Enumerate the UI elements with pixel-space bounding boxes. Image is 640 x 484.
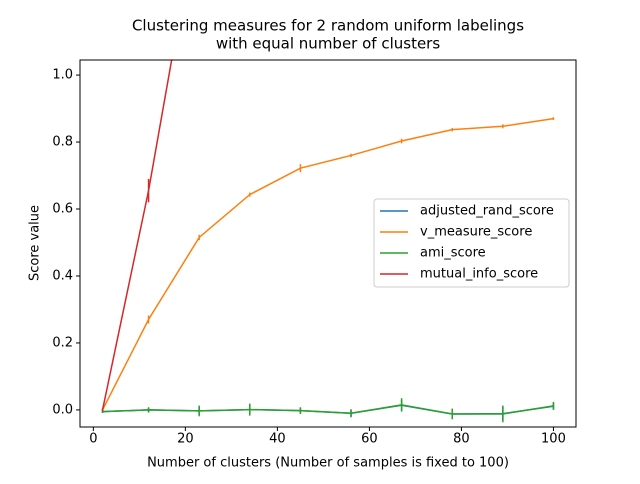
x-tick-label: 80 [453, 432, 470, 447]
series-line [102, 404, 554, 415]
y-tick-label: 0.4 [52, 268, 73, 283]
y-tick-label: 0.2 [52, 335, 73, 350]
x-tick-label: 60 [361, 432, 378, 447]
axes-frame [79, 59, 577, 428]
y-axis-label: Score value [28, 205, 43, 281]
chart-title: with equal number of clusters [216, 35, 441, 53]
x-tick-label: 100 [541, 432, 566, 447]
plot-area [101, 60, 555, 423]
x-axis-label: Number of clusters (Number of samples is… [147, 456, 509, 471]
y-tick-label: 1.0 [52, 68, 73, 83]
x-tick-label: 40 [269, 432, 286, 447]
chart-title: Clustering measures for 2 random uniform… [132, 17, 524, 35]
y-tick-label: 0.6 [52, 202, 73, 217]
legend-label: adjusted_rand_score [420, 204, 554, 219]
x-tick-label: 0 [89, 432, 97, 447]
x-tick-label: 20 [177, 432, 194, 447]
series-line [101, 117, 554, 411]
y-tick-label: 0.8 [52, 135, 73, 150]
legend-box [373, 198, 570, 288]
legend-label: ami_score [420, 246, 486, 261]
y-tick-label: 0.0 [52, 402, 73, 417]
legend-label: mutual_info_score [420, 267, 538, 282]
legend-label: v_measure_score [420, 225, 532, 240]
